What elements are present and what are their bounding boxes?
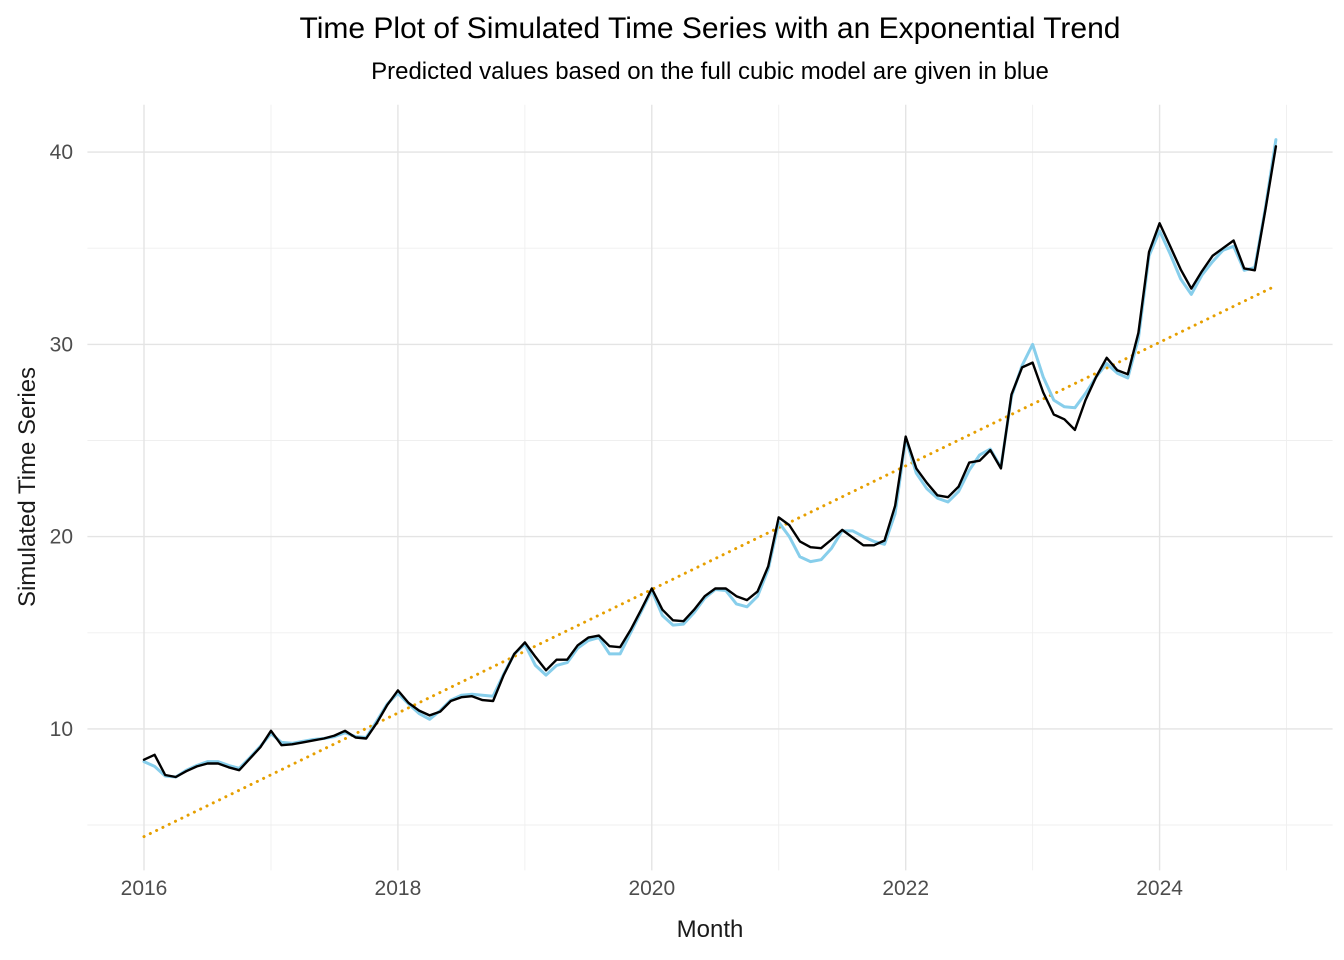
series-lines [142,138,1278,839]
y-axis-title: Simulated Time Series [14,366,41,608]
y-tick-label: 30 [50,333,73,356]
chart-title: Time Plot of Simulated Time Series with … [299,12,1121,45]
x-tick-label: 2018 [375,877,422,900]
x-tick-label: 2024 [1136,877,1183,900]
trend_line-line [142,284,1278,839]
y-tick-label: 10 [50,718,73,741]
x-tick-label: 2020 [628,877,675,900]
y-axis-tick-labels: 10 20 30 40 [50,141,73,741]
major-gridlines [87,104,1333,871]
x-tick-label: 2016 [121,877,168,900]
x-axis-title: Month [676,916,744,943]
x-tick-label: 2022 [882,877,929,900]
predicted_full_cubic_model-line [142,138,1278,779]
y-tick-label: 20 [50,526,73,549]
observed-line [142,145,1278,779]
minor-gridlines [87,104,1333,871]
x-axis-tick-labels: 2016 2018 2020 2022 2024 [121,877,1184,900]
chart-subtitle: Predicted values based on the full cubic… [371,58,1049,85]
y-tick-label: 40 [50,141,73,164]
